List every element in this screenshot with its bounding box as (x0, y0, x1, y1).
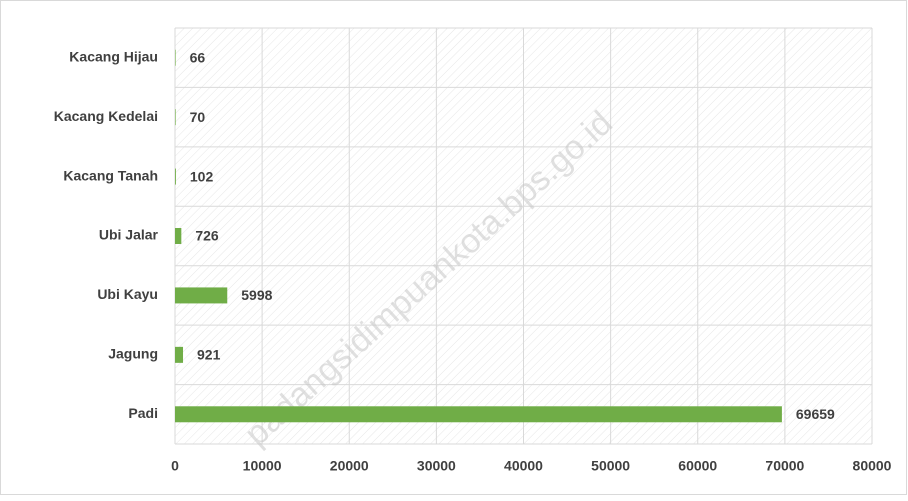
bar (175, 109, 176, 126)
y-tick-label: Padi (128, 405, 158, 421)
y-tick-label: Ubi Kayu (97, 286, 158, 302)
x-tick-label: 0 (171, 458, 179, 474)
x-tick-label: 10000 (243, 458, 282, 474)
y-tick-label: Kacang Hijau (69, 48, 158, 64)
x-tick-label: 30000 (417, 458, 456, 474)
x-tick-label: 60000 (678, 458, 717, 474)
bar (175, 346, 184, 363)
data-label: 69659 (796, 406, 835, 422)
x-tick-label: 70000 (765, 458, 804, 474)
bar (175, 287, 228, 304)
y-tick-label: Ubi Jalar (99, 227, 159, 243)
data-label: 5998 (241, 287, 272, 303)
bar (175, 406, 782, 423)
y-tick-label: Jagung (108, 346, 158, 362)
data-label: 66 (190, 49, 206, 65)
y-tick-label: Kacang Kedelai (54, 108, 158, 124)
x-tick-label: 40000 (504, 458, 543, 474)
data-label: 726 (195, 228, 219, 244)
data-label: 921 (197, 347, 221, 363)
data-label: 70 (190, 109, 206, 125)
bar (175, 49, 176, 66)
x-tick-label: 80000 (853, 458, 892, 474)
y-tick-label: Kacang Tanah (63, 167, 158, 183)
bar (175, 228, 182, 244)
x-tick-label: 50000 (591, 458, 630, 474)
x-tick-label: 20000 (330, 458, 369, 474)
bar (175, 168, 176, 185)
data-label: 102 (190, 168, 214, 184)
